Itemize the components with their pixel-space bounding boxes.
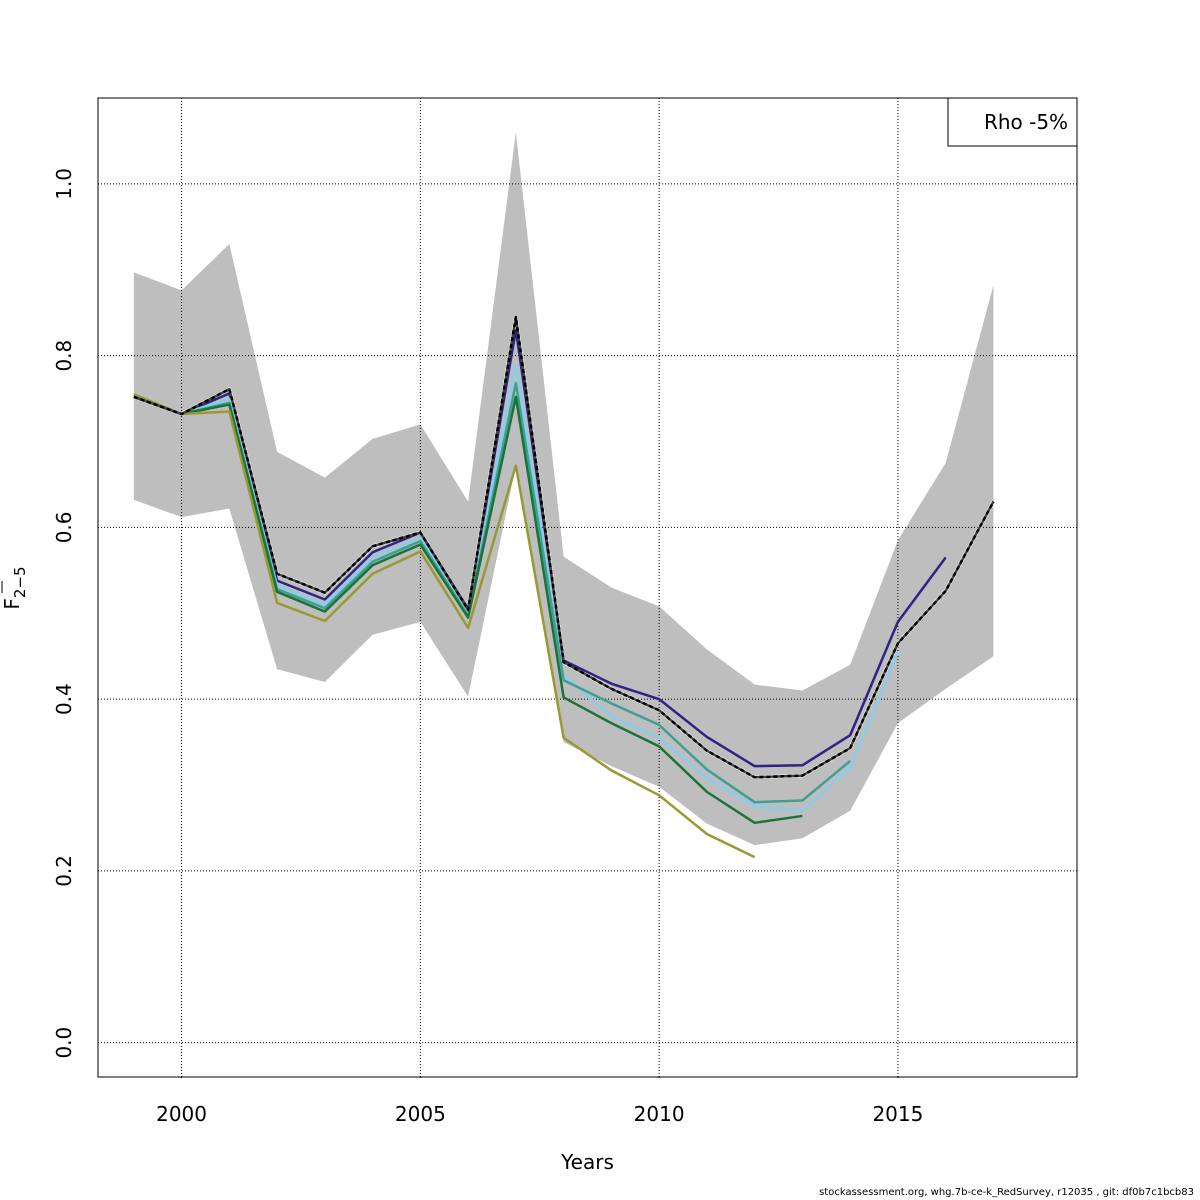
x-tick-label-2000: 2000 bbox=[156, 1102, 207, 1126]
legend-box bbox=[947, 97, 1078, 147]
legend-text: Rho -5% bbox=[984, 110, 1068, 134]
series-line-4 bbox=[133, 395, 803, 825]
footer-source: stockassessment.org, whg.7b-ce-k_RedSurv… bbox=[819, 1187, 1194, 1198]
svg-text:F2−5: F2−5 bbox=[0, 566, 29, 609]
x-axis-title: Years bbox=[560, 1150, 614, 1174]
y-tick-label-0.2: 0.2 bbox=[52, 855, 76, 887]
plot-frame bbox=[97, 97, 1078, 1078]
y-tick-label-1.0: 1.0 bbox=[52, 168, 76, 200]
x-tick-label-2015: 2015 bbox=[872, 1102, 923, 1126]
y-axis-title-subscript: 2−5 bbox=[11, 566, 29, 598]
y-axis-title: F2−5 bbox=[0, 566, 29, 609]
legend: Rho -5% bbox=[947, 97, 1078, 147]
x-tick-label-2005: 2005 bbox=[395, 1102, 446, 1126]
confidence-band-layer bbox=[133, 132, 994, 846]
series-layer bbox=[133, 315, 995, 859]
confidence-band bbox=[133, 132, 994, 846]
axis-layer: 2000 2005 2010 2015 0.0 0.2 0.4 0.6 0.8 1.0 bbox=[52, 168, 923, 1126]
y-tick-label-0.4: 0.4 bbox=[52, 683, 76, 715]
y-axis-title-main: F bbox=[0, 598, 24, 610]
series-line-5 bbox=[133, 393, 756, 859]
grid-layer bbox=[98, 98, 1077, 1077]
y-tick-label-0.8: 0.8 bbox=[52, 340, 76, 372]
y-tick-label-0.0: 0.0 bbox=[52, 1027, 76, 1059]
series-line-0-top bbox=[133, 315, 995, 779]
y-tick-label-0.6: 0.6 bbox=[52, 511, 76, 543]
x-tick-label-2010: 2010 bbox=[634, 1102, 685, 1126]
